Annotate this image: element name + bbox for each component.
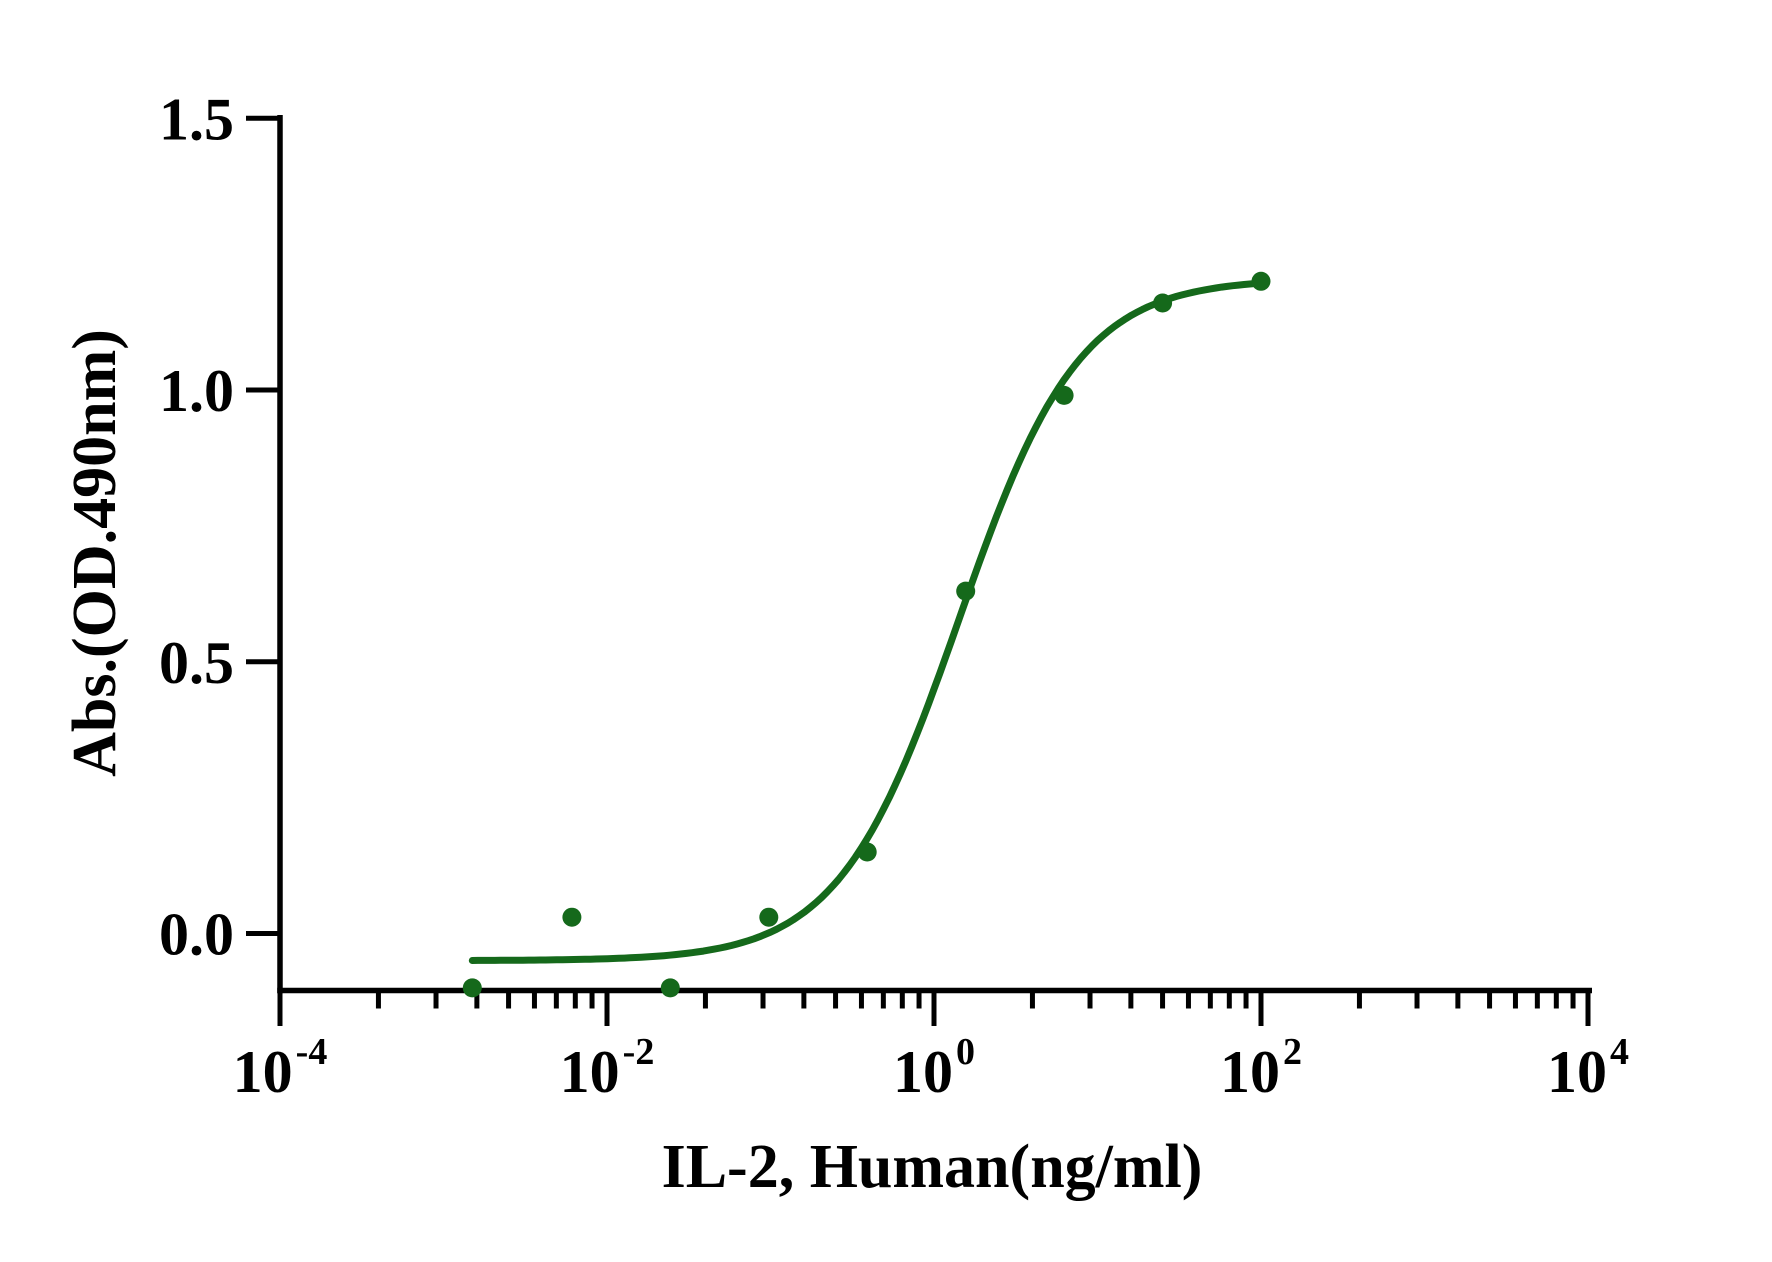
x-axis-title: IL-2, Human(ng/ml) — [662, 1133, 1203, 1201]
y-tick-label: 0.5 — [159, 630, 234, 696]
y-axis-tick-labels: 0.0 0.5 1.0 1.5 — [159, 86, 234, 967]
data-point — [1153, 293, 1173, 313]
data-point — [562, 907, 582, 927]
y-tick-label: 1.5 — [159, 86, 234, 152]
y-axis-major-ticks — [246, 115, 280, 936]
data-point-series — [462, 271, 1271, 998]
data-point — [857, 842, 877, 862]
x-tick-label: 10-2 — [560, 1031, 655, 1105]
y-tick-label: 0.0 — [159, 902, 234, 968]
data-point — [462, 978, 482, 998]
x-tick-label: 10-4 — [233, 1031, 328, 1105]
x-tick-label: 102 — [1220, 1031, 1302, 1105]
data-point — [1251, 271, 1271, 291]
data-point — [660, 978, 680, 998]
fit-curve-line — [468, 279, 1265, 964]
x-axis-minor-ticks — [375, 990, 1576, 1009]
y-tick-label: 1.0 — [159, 358, 234, 424]
x-tick-label: 100 — [893, 1031, 975, 1105]
y-axis-title: Abs.(OD.490nm) — [61, 329, 129, 777]
data-point — [759, 907, 779, 927]
data-point — [1054, 385, 1074, 405]
x-axis-major-ticks — [277, 990, 1591, 1026]
x-tick-label: 104 — [1547, 1031, 1629, 1105]
x-axis-tick-labels: 10-4 10-2 100 102 104 — [233, 1031, 1629, 1105]
data-point — [956, 581, 976, 601]
